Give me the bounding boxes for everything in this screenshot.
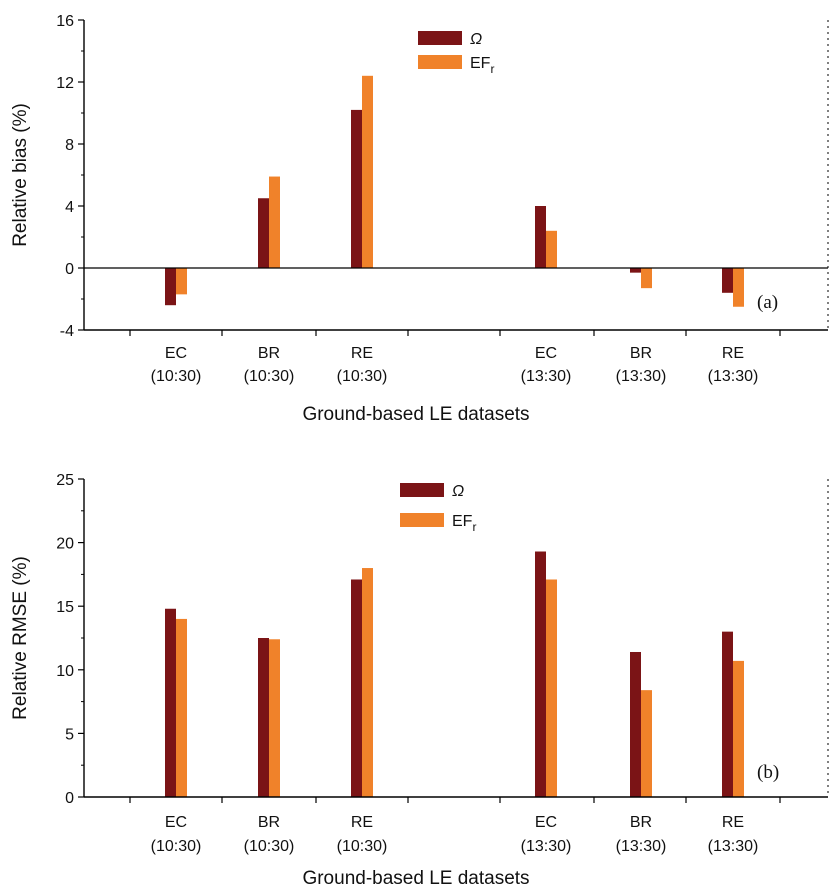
bar-efr xyxy=(641,690,652,797)
x-tick-sublabel: (10:30) xyxy=(337,838,388,855)
bar-omega xyxy=(351,579,362,797)
y-tick-label: 0 xyxy=(65,261,74,278)
x-tick-sublabel: (13:30) xyxy=(521,368,572,385)
bars-group xyxy=(165,75,744,307)
x-tick-sublabel: (10:30) xyxy=(151,838,202,855)
x-tick-label: BR xyxy=(630,345,652,362)
x-tick-sublabel: (13:30) xyxy=(708,368,759,385)
legend-swatch xyxy=(418,55,462,69)
chart-panel-b: 0 5 10 15 20 25 EC (10:30) BR (10:30) RE (10:30) EC (… xyxy=(10,472,829,889)
legend: Ω EFr xyxy=(400,483,476,534)
legend-label: EFr xyxy=(452,513,476,534)
bar-efr xyxy=(362,568,373,797)
x-tick-sublabel: (13:30) xyxy=(616,838,667,855)
legend-swatch xyxy=(418,31,462,45)
x-tick-sublabel: (10:30) xyxy=(244,838,295,855)
bar-omega xyxy=(630,651,641,797)
panel-label: (b) xyxy=(757,762,779,783)
bar-efr xyxy=(362,75,373,268)
y-tick-label: 5 xyxy=(65,726,74,743)
x-tick-label: RE xyxy=(722,345,744,362)
bar-omega xyxy=(165,268,176,306)
bar-omega xyxy=(258,198,269,268)
bar-omega xyxy=(722,268,733,293)
x-tick-label: EC xyxy=(535,345,557,362)
bar-efr xyxy=(546,579,557,797)
y-tick-label: 12 xyxy=(56,75,74,92)
bar-efr xyxy=(733,660,744,797)
bar-omega xyxy=(258,638,269,797)
legend: Ω EFr xyxy=(418,31,494,76)
y-tick-label: 10 xyxy=(56,663,74,680)
x-tick-label: RE xyxy=(722,814,744,831)
panel-label: (a) xyxy=(757,292,778,313)
x-axis-label: Ground-based LE datasets xyxy=(302,868,529,889)
bar-omega xyxy=(722,631,733,797)
x-tick-sublabel: (10:30) xyxy=(337,368,388,385)
bar-omega xyxy=(630,268,641,273)
y-tick-label: 25 xyxy=(56,472,74,489)
bars-group xyxy=(165,551,744,797)
x-tick-label: BR xyxy=(630,814,652,831)
x-tick-sublabel: (10:30) xyxy=(244,368,295,385)
y-tick-label: 15 xyxy=(56,599,74,616)
y-tick-label: 16 xyxy=(56,13,74,30)
y-axis-label: Relative bias (%) xyxy=(10,103,31,247)
legend-label: EFr xyxy=(470,55,494,76)
bar-efr xyxy=(269,176,280,268)
bar-omega xyxy=(165,608,176,797)
x-tick-sublabel: (13:30) xyxy=(708,838,759,855)
bar-efr xyxy=(641,268,652,289)
bar-omega xyxy=(535,206,546,268)
legend-label: Ω xyxy=(452,483,464,500)
x-tick-label: BR xyxy=(258,345,280,362)
legend-label: Ω xyxy=(470,31,482,48)
x-tick-label: RE xyxy=(351,345,373,362)
x-tick-label: BR xyxy=(258,814,280,831)
x-axis-label: Ground-based LE datasets xyxy=(302,404,529,425)
y-tick-label: 4 xyxy=(65,199,74,216)
legend-swatch xyxy=(400,513,444,527)
bar-efr xyxy=(176,268,187,295)
y-tick-label: 8 xyxy=(65,137,74,154)
bar-omega xyxy=(351,109,362,269)
bar-omega xyxy=(535,551,546,797)
bar-efr xyxy=(733,268,744,307)
y-tick-label: -4 xyxy=(60,323,74,340)
bar-efr xyxy=(269,639,280,797)
y-axis-label: Relative RMSE (%) xyxy=(10,556,31,720)
y-tick-label: 0 xyxy=(65,790,74,807)
x-tick-label: EC xyxy=(165,345,187,362)
x-tick-label: RE xyxy=(351,814,373,831)
x-tick-sublabel: (10:30) xyxy=(151,368,202,385)
x-tick-sublabel: (13:30) xyxy=(616,368,667,385)
bar-efr xyxy=(176,618,187,797)
bar-efr xyxy=(546,230,557,268)
x-tick-label: EC xyxy=(165,814,187,831)
y-tick-label: 20 xyxy=(56,536,74,553)
x-tick-label: EC xyxy=(535,814,557,831)
chart-panel-a: -4 0 4 8 12 16 EC (10:30) BR (10:30) RE (10:30) EC (1… xyxy=(10,13,829,425)
x-tick-sublabel: (13:30) xyxy=(521,838,572,855)
legend-swatch xyxy=(400,483,444,497)
